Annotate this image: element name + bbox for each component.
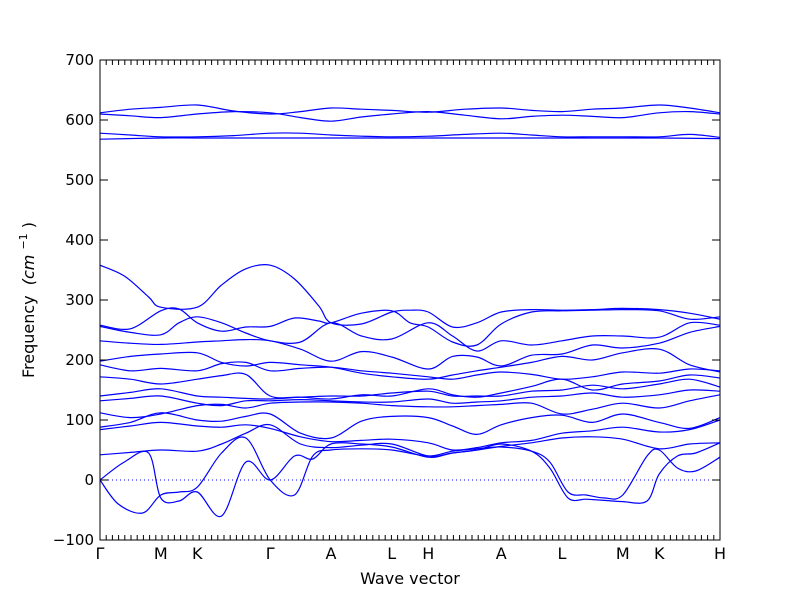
y-tick-label: 700 bbox=[65, 51, 94, 69]
bands-group bbox=[99, 104, 721, 518]
y-axis-unit-superscript: −1 bbox=[17, 233, 30, 249]
phonon-band-6 bbox=[99, 307, 721, 347]
phonon-band-14 bbox=[99, 394, 721, 419]
x-tick-label: K bbox=[654, 544, 665, 563]
y-tick-label: 600 bbox=[65, 111, 94, 129]
y-axis-unit-close: ) bbox=[19, 222, 38, 228]
x-tick-label: H bbox=[714, 544, 726, 563]
x-tick-label: L bbox=[387, 544, 396, 563]
phonon-band-19 bbox=[99, 442, 721, 518]
phonon-band-12 bbox=[99, 378, 721, 400]
y-tick-label: 300 bbox=[65, 291, 94, 309]
phonon-band-1 bbox=[99, 104, 721, 115]
x-tick-label: Γ bbox=[266, 544, 275, 563]
y-tick-label: 100 bbox=[65, 411, 94, 429]
phonon-band-13 bbox=[99, 389, 721, 407]
phonon-band-8 bbox=[99, 325, 721, 370]
y-tick-label: 500 bbox=[65, 171, 94, 189]
phonon-band-15 bbox=[99, 412, 721, 440]
x-tick-label: M bbox=[616, 544, 630, 563]
y-axis-unit: (cm bbox=[19, 255, 38, 286]
phonon-band-16 bbox=[99, 419, 721, 451]
x-tick-label: H bbox=[422, 544, 434, 563]
phonon-band-7 bbox=[99, 316, 721, 352]
x-tick-label: A bbox=[496, 544, 507, 563]
x-tick-label: L bbox=[557, 544, 566, 563]
x-tick-label: Γ bbox=[96, 544, 105, 563]
phonon-band-2 bbox=[99, 110, 721, 122]
plot-frame bbox=[99, 59, 721, 541]
phonon-band-18 bbox=[99, 436, 721, 514]
x-tick-label: K bbox=[192, 544, 203, 563]
phonon-band-10 bbox=[99, 361, 721, 380]
y-tick-label: −100 bbox=[53, 531, 94, 549]
y-axis-label: Frequency (cm −1 ) bbox=[12, 222, 38, 378]
phonon-band-4 bbox=[99, 137, 721, 140]
phonon-band-9 bbox=[99, 348, 721, 380]
y-tick-label: 200 bbox=[65, 351, 94, 369]
x-tick-label: A bbox=[326, 544, 337, 563]
x-tick-label: M bbox=[154, 544, 168, 563]
y-tick-label: 400 bbox=[65, 231, 94, 249]
x-axis-label: Wave vector bbox=[360, 569, 460, 588]
phonon-band-3 bbox=[99, 132, 721, 138]
y-axis-label-text: Frequency bbox=[19, 295, 38, 378]
y-ticks-group: −100 0 100 200 300 400 500 600 700 bbox=[53, 51, 720, 549]
y-tick-label: 0 bbox=[84, 471, 94, 489]
phonon-band-17 bbox=[99, 423, 721, 457]
phonon-band-5 bbox=[99, 263, 721, 329]
